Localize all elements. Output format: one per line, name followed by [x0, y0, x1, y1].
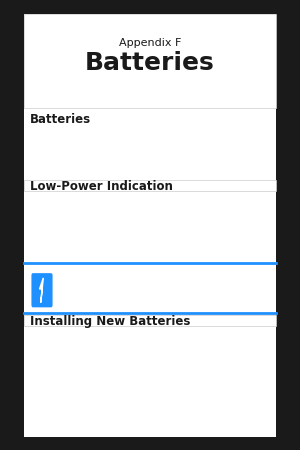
- FancyBboxPatch shape: [24, 315, 276, 326]
- FancyBboxPatch shape: [24, 180, 276, 191]
- FancyBboxPatch shape: [24, 14, 276, 436]
- Text: Batteries: Batteries: [30, 113, 91, 126]
- Text: Batteries: Batteries: [85, 51, 215, 75]
- Polygon shape: [40, 278, 43, 303]
- Text: Low-Power Indication: Low-Power Indication: [30, 180, 173, 193]
- Text: Installing New Batteries: Installing New Batteries: [30, 315, 190, 328]
- FancyBboxPatch shape: [32, 273, 52, 307]
- Text: Appendix F: Appendix F: [119, 38, 181, 48]
- FancyBboxPatch shape: [24, 14, 276, 108]
